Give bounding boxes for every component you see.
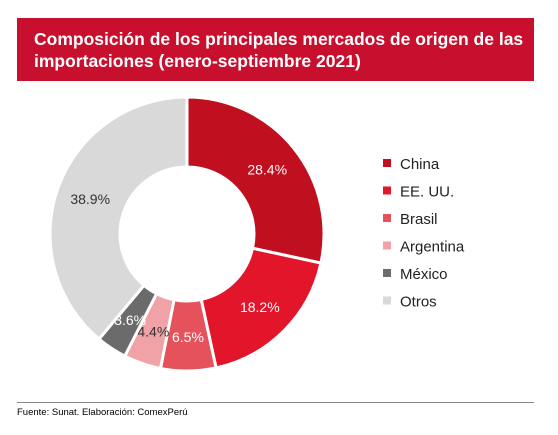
data-label-brasil: 6.5% — [172, 329, 204, 345]
data-label-ee-uu: 18.2% — [240, 299, 280, 315]
legend-swatch-ee-uu — [383, 186, 391, 195]
legend-label-ee-uu: EE. UU. — [400, 184, 454, 201]
donut-chart: 28.4% 18.2% 6.5%4.4%3.6% 38.9% China EE. UU. B… — [48, 95, 465, 373]
data-label-argentina: 4.4% — [137, 323, 169, 339]
data-label-otros: 38.9% — [70, 191, 110, 207]
slice-china — [185, 95, 326, 265]
source-note: Fuente: Sunat. Elaboración: ComexPerú — [17, 407, 188, 418]
legend-swatch-otros — [383, 296, 391, 305]
legend-swatch-argentina — [383, 241, 391, 250]
data-label-china: 28.4% — [247, 161, 287, 177]
data-label-m-xico: 3.6% — [114, 312, 146, 328]
legend-label-argentina: Argentina — [400, 239, 465, 256]
slice-otros — [48, 95, 189, 342]
slice-ee-uu — [199, 246, 323, 370]
legend-label-otros: Otros — [400, 294, 437, 311]
legend-swatch-m-xico — [383, 269, 391, 277]
chart-title: Composición de los principales mercados … — [34, 29, 524, 71]
legend-label-china: China — [400, 156, 440, 173]
legend-label-brasil: Brasil — [400, 211, 438, 228]
legend-swatch-china — [383, 159, 391, 167]
legend-swatch-brasil — [383, 214, 391, 222]
chart-header: Composición de los principales mercados … — [17, 18, 534, 81]
legend-label-m-xico: México — [400, 266, 448, 283]
footer-divider — [17, 402, 534, 403]
